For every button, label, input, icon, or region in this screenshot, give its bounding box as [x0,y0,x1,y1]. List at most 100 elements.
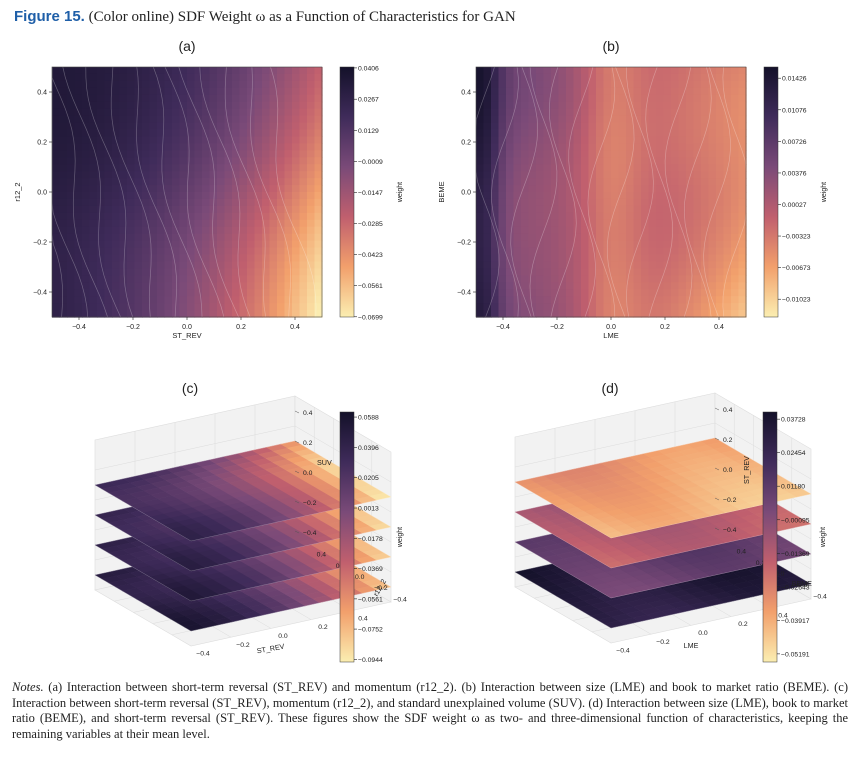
heat-cell [292,282,301,290]
heat-cell [194,296,203,304]
heat-cell [292,192,301,200]
heat-cell [157,73,166,82]
heat-cell [476,129,485,138]
colorbar-tick-label: −0.0561 [358,596,383,603]
heat-cell [498,67,507,75]
heat-cell [247,233,256,242]
contour-line [51,67,108,318]
heat-cell [269,73,278,82]
heat-cell [686,226,695,235]
heat-cell [648,80,657,89]
heat-cell [52,94,61,103]
heat-cell [67,108,76,117]
heat-cell [284,289,293,297]
heat-cell [603,240,612,249]
heat-cell [476,178,485,186]
heat-cell [134,219,143,228]
heat-cell [119,268,128,276]
heat-cell [239,205,248,214]
heat-cell [551,185,560,193]
heat-cell [112,73,121,82]
heat-cell [187,67,196,75]
heat-cell [187,226,196,235]
heat-cell [558,115,567,124]
heat-cell [678,150,687,158]
heat-cell [299,240,308,249]
heat-cell [611,122,620,131]
heat-cell [686,233,695,242]
heat-cell [284,247,293,256]
heat-cell [187,185,196,193]
heat-cell [716,282,725,290]
heat-cell [573,122,582,131]
heat-cell [209,226,218,235]
heat-cell [179,247,188,256]
heat-cell [157,94,166,103]
heat-cell [52,254,61,263]
heat-cell [277,247,286,256]
heat-cell [307,254,316,263]
heat-cell [209,192,218,200]
heat-cell [656,171,665,179]
heat-cell [566,240,575,249]
heat-cell [498,171,507,179]
panel-label: (b) [602,38,619,54]
heat-cell [491,185,500,193]
heat-cell [314,164,323,172]
heat-cell [738,240,747,249]
x-tick-label: −0.4 [196,651,210,658]
heat-cell [172,101,181,110]
heat-cell [172,247,181,256]
heat-cell [686,212,695,221]
heat-cell [588,198,597,207]
heat-cell [476,157,485,165]
heat-cell [82,233,91,242]
heat-cell [239,101,248,110]
heat-cell [277,108,286,117]
z-tick-mark [714,467,720,471]
heat-cell [641,73,650,82]
heat-cell [506,150,515,158]
heat-cell [648,275,657,283]
heat-cell [693,289,702,297]
heat-cell [671,303,680,311]
heat-cell [723,164,732,172]
heat-cell [663,122,672,131]
heat-cell [239,303,248,311]
heat-cell [194,101,203,110]
heat-cell [142,247,151,256]
heat-cell [686,94,695,103]
heat-cell [551,233,560,242]
heat-cell [693,261,702,269]
heat-cell [239,136,248,144]
heat-cell [558,150,567,158]
heat-cell [187,101,196,110]
heat-cell [74,129,83,138]
heat-cell [506,289,515,297]
heat-cell [262,73,271,82]
heat-cell [82,268,91,276]
heat-cell [573,143,582,151]
heat-cell [232,233,241,242]
heat-cell [648,254,657,263]
heat-cell [82,275,91,283]
heat-cell [134,80,143,89]
heat-cell [142,87,151,96]
heat-cell [536,289,545,297]
heat-cell [656,157,665,165]
heat-cell [521,261,530,269]
heat-cell [164,122,173,131]
heat-cell [581,205,590,214]
heat-cell [543,73,552,82]
heat-cell [52,212,61,221]
heat-cell [119,247,128,256]
heat-cell [142,73,151,82]
heat-cell [528,212,537,221]
heat-cell [693,219,702,228]
heat-cell [491,212,500,221]
heat-cell [693,233,702,242]
heat-cell [164,178,173,186]
panel-c: (c)−0.4−0.20.00.20.4ST_REV0.40.20.0−0.2−… [94,380,407,664]
heat-cell [119,226,128,235]
heat-cell [209,87,218,96]
